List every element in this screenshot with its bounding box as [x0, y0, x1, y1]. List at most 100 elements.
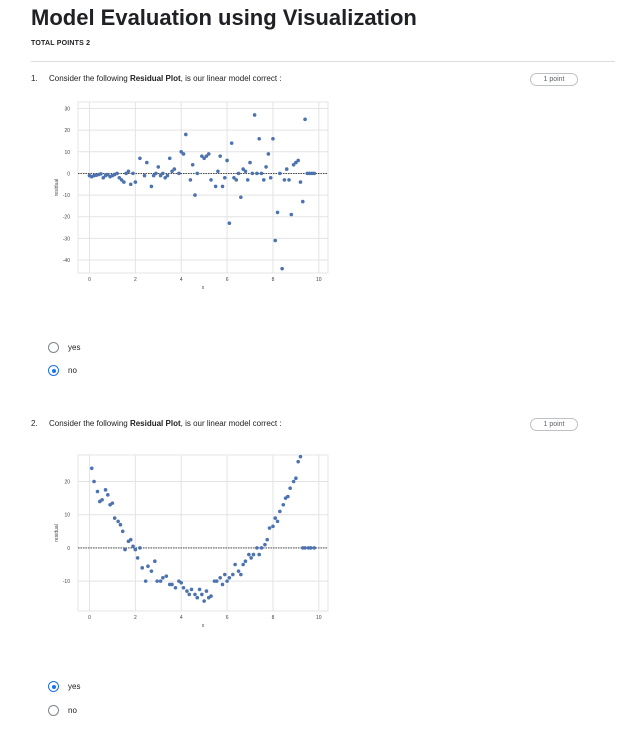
data-point	[95, 489, 100, 494]
data-point	[170, 169, 174, 174]
data-point	[181, 585, 186, 590]
data-point	[255, 546, 259, 550]
x-tick-label: 8	[272, 615, 275, 621]
data-point	[200, 592, 204, 597]
x-tick-label: 8	[272, 277, 275, 283]
data-point	[193, 592, 197, 597]
x-tick-label: 4	[180, 277, 183, 283]
data-point	[265, 537, 270, 542]
data-point	[133, 547, 138, 552]
data-point	[261, 178, 266, 182]
data-point	[204, 154, 209, 158]
data-point	[229, 141, 234, 145]
radio-button-selected[interactable]	[48, 681, 59, 692]
data-point	[291, 479, 296, 484]
data-point	[149, 184, 154, 189]
option-label: yes	[68, 343, 81, 352]
data-point	[149, 569, 154, 573]
data-point	[140, 566, 145, 570]
question-1-text-prefix: Consider the following	[49, 74, 130, 83]
x-tick-label: 2	[134, 615, 137, 621]
data-point	[225, 158, 229, 163]
data-point	[138, 156, 142, 161]
x-tick-label: 0	[88, 615, 91, 621]
data-point	[209, 178, 213, 182]
question-2-option-no[interactable]: no	[48, 705, 77, 716]
data-point	[249, 556, 253, 560]
data-point	[92, 479, 96, 484]
data-point	[195, 171, 200, 176]
data-point	[233, 562, 237, 567]
data-point	[266, 152, 271, 156]
data-point	[131, 544, 135, 549]
data-point	[103, 488, 108, 492]
y-tick-label: 10	[64, 513, 70, 519]
data-point	[271, 136, 275, 141]
data-point	[120, 529, 125, 534]
data-point	[300, 199, 305, 204]
plot-area	[77, 454, 329, 612]
data-point	[117, 175, 122, 180]
data-point	[177, 171, 181, 176]
data-point	[234, 178, 239, 182]
form-title: Model Evaluation using Visualization	[31, 5, 417, 30]
data-point	[153, 559, 157, 564]
question-1-text-suffix: , is our linear model correct :	[180, 74, 282, 83]
data-point	[251, 552, 256, 557]
data-point	[167, 156, 172, 161]
radio-button-selected[interactable]	[48, 365, 59, 376]
question-2-text: Consider the following Residual Plot, is…	[49, 419, 282, 428]
header-divider	[31, 61, 615, 62]
data-point	[268, 175, 273, 180]
data-point	[236, 171, 241, 176]
data-point	[189, 587, 194, 592]
data-point	[243, 559, 248, 564]
data-point	[241, 562, 245, 567]
data-point	[133, 180, 138, 184]
x-tick-label: 10	[316, 277, 322, 283]
data-point	[218, 154, 223, 158]
y-axis-label: residual	[54, 179, 60, 197]
data-point	[122, 180, 126, 184]
data-point	[243, 169, 248, 174]
data-point	[259, 546, 264, 550]
data-point	[135, 556, 140, 560]
x-tick-label: 6	[226, 615, 229, 621]
option-label: no	[68, 366, 77, 375]
data-point	[204, 589, 209, 593]
question-1-option-no[interactable]: no	[48, 365, 77, 376]
data-point	[250, 171, 255, 176]
data-point	[123, 547, 127, 552]
data-point	[245, 178, 250, 182]
data-point	[273, 238, 278, 243]
residual-plot-2: 0 2 4 6 8 10 20 10 0 -10 x residual	[54, 454, 329, 629]
data-point	[170, 582, 174, 587]
y-tick-label: -20	[63, 215, 70, 221]
question-2-text-suffix: , is our linear model correct :	[180, 419, 282, 428]
data-point	[263, 542, 267, 547]
data-point	[239, 572, 243, 577]
question-1-option-yes[interactable]: yes	[48, 342, 80, 353]
data-point	[298, 454, 303, 459]
data-point	[128, 537, 133, 542]
data-point	[142, 173, 147, 178]
question-2-option-yes[interactable]: yes	[48, 681, 80, 692]
question-1-text-bold: Residual Plot	[129, 74, 181, 83]
y-tick-label: 0	[67, 546, 70, 552]
data-point	[252, 113, 257, 117]
data-point	[303, 546, 307, 550]
radio-button[interactable]	[48, 342, 59, 353]
data-point	[232, 175, 236, 180]
data-point	[151, 173, 156, 178]
data-point	[264, 165, 268, 169]
x-tick-label: 10	[316, 615, 322, 621]
data-point	[164, 574, 169, 578]
data-point	[138, 546, 142, 550]
data-point	[101, 175, 106, 180]
data-point	[165, 173, 170, 178]
radio-button[interactable]	[48, 705, 59, 716]
data-point	[259, 171, 264, 176]
x-axis-label: x	[202, 623, 205, 629]
data-point	[280, 266, 284, 271]
data-point	[216, 169, 220, 174]
